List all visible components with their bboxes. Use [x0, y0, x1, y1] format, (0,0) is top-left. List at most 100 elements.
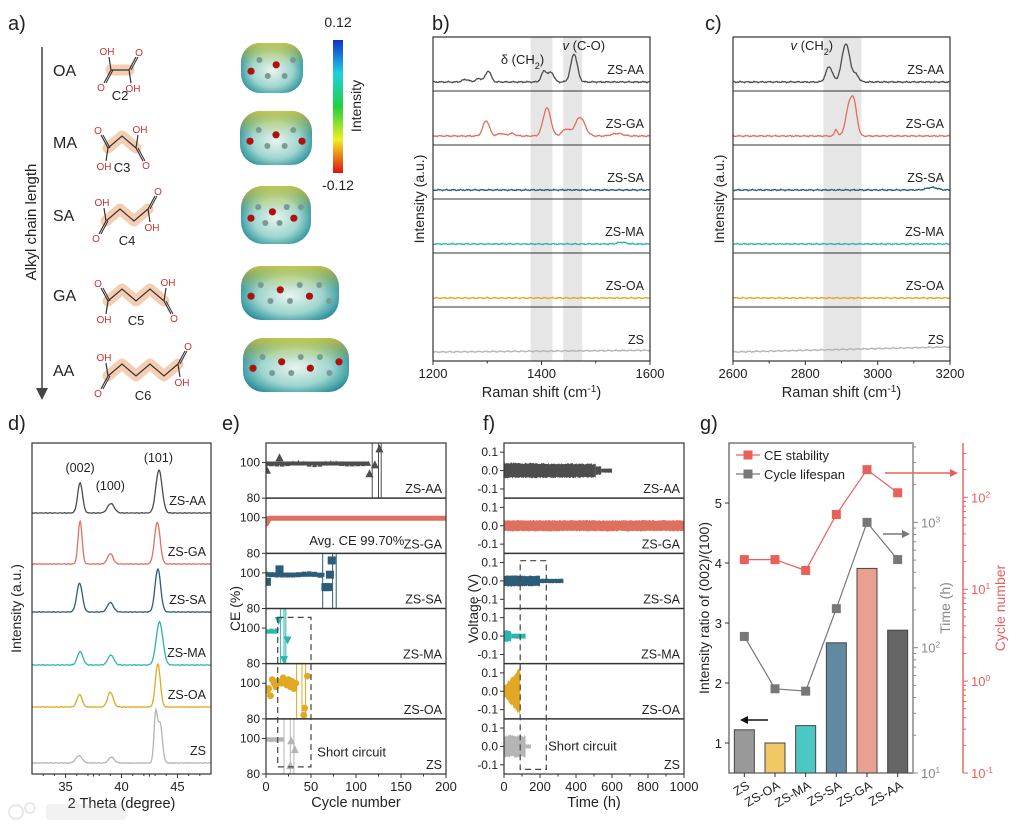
series-label: ZS-SA — [907, 171, 944, 185]
x-tick-label: 800 — [637, 779, 659, 794]
atom — [287, 298, 293, 304]
y-tick-label: 4 — [715, 556, 722, 571]
x-axis-label: Raman shift (cm-1) — [482, 384, 601, 402]
esp-surface-overlay — [241, 186, 311, 244]
y-tick-label: 0.0 — [481, 739, 498, 753]
panel-label-f: f) — [483, 413, 495, 435]
x-tick-label: 2800 — [791, 366, 820, 381]
structure-AA: O OH O OH C6 — [94, 342, 192, 403]
series-label: ZS-AA — [643, 482, 680, 496]
log-tick-label: 10-1 — [971, 765, 993, 781]
y-tick-label: -0.1 — [477, 592, 498, 606]
double-bond — [103, 69, 112, 84]
x-tick-label: 100 — [345, 779, 367, 794]
voltage-profile — [504, 630, 512, 642]
text-span: 10 — [971, 582, 985, 597]
y-tick-label: 0.0 — [481, 629, 498, 643]
oxygen-label: O — [135, 48, 143, 59]
esp-map-AA — [243, 338, 349, 392]
double-bond — [165, 300, 174, 315]
log-tick-label: 103 — [921, 514, 940, 530]
y-tick-label: 0.1 — [481, 500, 498, 514]
voltage-profile — [525, 744, 531, 749]
plot-frame — [728, 442, 914, 774]
carbon-backbone — [107, 363, 179, 377]
structure-GA: O OH O OH C5 — [94, 278, 178, 328]
voltage-profile — [504, 666, 521, 716]
data-point-square — [325, 570, 334, 579]
series-label: ZS-OA — [606, 279, 645, 293]
series-label: ZS — [664, 758, 680, 772]
double-bond — [163, 300, 172, 315]
atom — [267, 298, 274, 304]
atom — [272, 61, 280, 69]
x-tick-label: 3000 — [863, 366, 892, 381]
data-point-triangle — [266, 736, 269, 742]
text-span: 10 — [971, 766, 985, 781]
data-point-circle — [290, 685, 298, 692]
molecule-name: GA — [53, 288, 76, 305]
chain-label: C6 — [135, 388, 152, 403]
series-label: ZS — [190, 744, 206, 758]
hydroxyl-label: OH — [126, 84, 141, 95]
text-span: 10 — [921, 641, 935, 656]
y-tick-label: -0.1 — [477, 537, 498, 551]
data-point-triangle — [295, 459, 301, 465]
text-span: 10 — [971, 674, 985, 689]
short-circuit-box — [519, 560, 547, 771]
panel-label-c: c) — [705, 13, 722, 35]
double-bond — [102, 287, 111, 302]
oxygen-label: O — [92, 234, 100, 245]
double-bond — [149, 195, 158, 210]
subplot-ZS-GA — [266, 515, 446, 527]
data-point-square — [290, 572, 296, 578]
series-label: ZS-AA — [607, 63, 644, 77]
series-label: ZS-GA — [906, 117, 945, 131]
arrow-head-icon — [36, 388, 48, 400]
molecule-name: MA — [53, 135, 77, 152]
atom — [296, 282, 303, 288]
y-tick-label: 80 — [247, 491, 261, 505]
data-point-square — [862, 517, 872, 527]
y-tick-label: 1 — [715, 736, 722, 751]
short-circuit-box — [277, 616, 312, 768]
atom — [306, 364, 314, 372]
data-point-square — [801, 565, 811, 575]
x-tick-label: 1200 — [419, 366, 448, 381]
y-axis-label: CE (%) — [227, 586, 243, 631]
hydroxyl-label: OH — [145, 223, 160, 234]
data-point-square — [301, 571, 307, 577]
series-label: ZS-GA — [168, 545, 207, 559]
text-span: 1 — [935, 765, 940, 775]
single-bond — [105, 300, 109, 315]
peak-annotation: δ (CH2) — [501, 52, 544, 71]
x-axis-label: 2 Theta (degree) — [68, 796, 176, 812]
atom — [278, 358, 286, 366]
data-point-circle — [292, 679, 300, 687]
data-point-square — [274, 572, 280, 578]
legend-label: CE stability — [764, 448, 830, 463]
watermark-circle — [8, 804, 24, 820]
oxygen-label: O — [94, 279, 102, 290]
carbon-backbone — [105, 208, 149, 222]
text-span: v — [791, 38, 799, 53]
esp-surface-overlay — [243, 338, 349, 392]
data-point-triangle — [287, 736, 296, 745]
data-point-square — [770, 555, 780, 565]
data-point-square — [862, 465, 872, 475]
atom — [276, 286, 284, 294]
log-tick-label: 102 — [921, 640, 940, 656]
data-point-square — [279, 572, 285, 578]
oxygen-label: O — [184, 342, 192, 353]
atom — [298, 137, 306, 145]
series-label: ZS — [928, 333, 944, 347]
esp-surface-overlay — [241, 43, 303, 93]
series-label: ZS-SA — [169, 593, 206, 607]
data-point-triangle — [355, 461, 361, 467]
atom — [281, 73, 288, 79]
data-point-triangle — [275, 453, 284, 462]
panel-label-d: d) — [8, 413, 26, 435]
panel-d: ZS-AA ZS-GA ZS-SA ZS-MA ZS-OA ZS (002)(100) (10… — [8, 442, 212, 812]
single-bond — [108, 56, 112, 71]
molecule-name: AA — [53, 363, 75, 380]
